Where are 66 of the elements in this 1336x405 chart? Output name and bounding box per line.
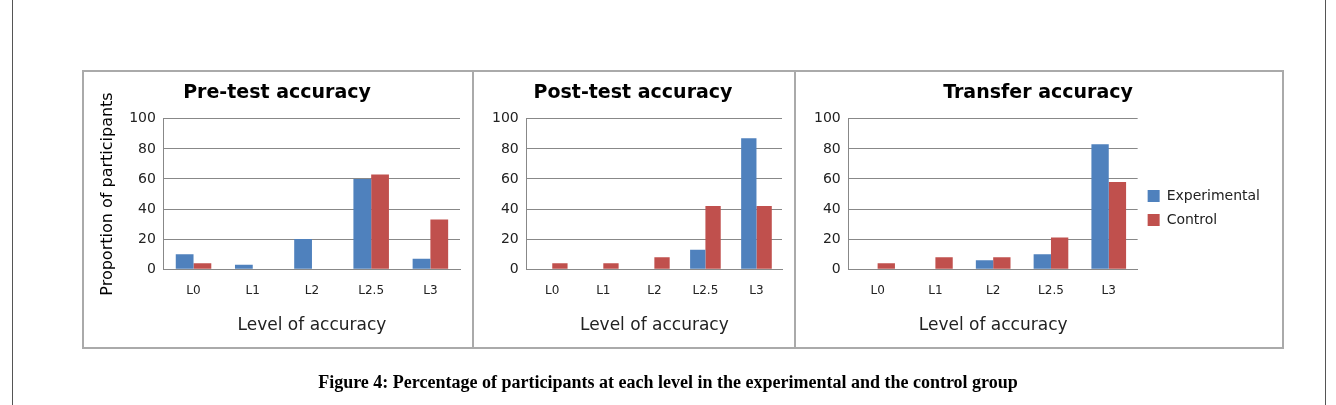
caption: Figure 4: Percentage of participants at each level in the experimental and the control group bbox=[317, 372, 1019, 393]
bar bbox=[690, 249, 706, 269]
bar bbox=[1050, 237, 1069, 269]
y-tick-label: 100 bbox=[129, 109, 156, 126]
y-tick-label: 80 bbox=[822, 139, 841, 156]
x-tick-label: L0 bbox=[186, 282, 201, 297]
y-tick-label: 60 bbox=[138, 169, 156, 186]
bar bbox=[294, 239, 312, 269]
bar bbox=[1033, 254, 1051, 269]
bar bbox=[654, 257, 670, 269]
legend-label: Experimental bbox=[1166, 186, 1260, 203]
bar bbox=[975, 260, 994, 269]
y-tick-label: 20 bbox=[500, 229, 519, 246]
y-tick-label: 0 bbox=[147, 259, 156, 276]
x-tick-label: L1 bbox=[928, 282, 943, 297]
y-tick-label: 40 bbox=[500, 199, 519, 216]
x-tick-label: L2 bbox=[986, 282, 1001, 297]
bar bbox=[371, 174, 389, 269]
chart-title: Pre-test accuracy bbox=[183, 80, 372, 103]
chart-title: Transfer accuracy bbox=[943, 80, 1134, 103]
y-tick-label: 0 bbox=[509, 259, 519, 276]
x-tick-label: L3 bbox=[749, 282, 764, 297]
y-tick-label: 80 bbox=[138, 139, 156, 156]
x-axis-title: Level of accuracy bbox=[918, 314, 1068, 335]
bar bbox=[603, 263, 619, 269]
y-tick-label: 100 bbox=[813, 109, 841, 126]
y-tick-label: 0 bbox=[831, 259, 841, 276]
bar bbox=[412, 258, 431, 269]
x-tick-label: L3 bbox=[1101, 282, 1116, 297]
bar bbox=[756, 206, 772, 269]
x-tick-label: L0 bbox=[545, 282, 560, 297]
y-tick-label: 40 bbox=[138, 199, 156, 216]
chart-title: Post-test accuracy bbox=[533, 80, 734, 103]
bar bbox=[193, 263, 212, 269]
legend-label: Control bbox=[1166, 210, 1218, 227]
y-tick-label: 20 bbox=[138, 229, 156, 246]
x-tick-label: L2 bbox=[647, 282, 662, 297]
x-tick-label: L0 bbox=[870, 282, 885, 297]
y-tick-label: 80 bbox=[500, 139, 519, 156]
x-tick-label: L2.5 bbox=[692, 282, 719, 297]
y-tick-label: 40 bbox=[822, 199, 841, 216]
bar bbox=[741, 138, 757, 269]
x-axis-title: Level of accuracy bbox=[237, 314, 387, 335]
x-tick-label: L3 bbox=[423, 282, 438, 297]
x-tick-label: L2.5 bbox=[1038, 282, 1064, 297]
y-tick-label: 60 bbox=[500, 169, 519, 186]
bar bbox=[552, 263, 568, 269]
y-tick-label: 20 bbox=[822, 229, 841, 246]
bar bbox=[234, 264, 253, 269]
y-tick-label: 60 bbox=[822, 169, 841, 186]
bar bbox=[877, 263, 895, 269]
bar bbox=[1108, 181, 1127, 269]
bar bbox=[705, 206, 721, 269]
x-axis-title: Level of accuracy bbox=[579, 314, 729, 335]
bar bbox=[430, 219, 449, 269]
x-tick-label: L2.5 bbox=[358, 282, 385, 297]
y-tick-label: 100 bbox=[491, 109, 519, 126]
bar bbox=[1091, 144, 1109, 269]
y-axis-title: Proportion of participants bbox=[96, 92, 116, 296]
x-tick-label: L1 bbox=[245, 282, 260, 297]
bar bbox=[993, 257, 1011, 269]
bar bbox=[353, 178, 372, 269]
bar bbox=[935, 257, 953, 269]
x-tick-label: L1 bbox=[596, 282, 611, 297]
bar bbox=[175, 254, 194, 269]
x-tick-label: L2 bbox=[304, 282, 320, 297]
